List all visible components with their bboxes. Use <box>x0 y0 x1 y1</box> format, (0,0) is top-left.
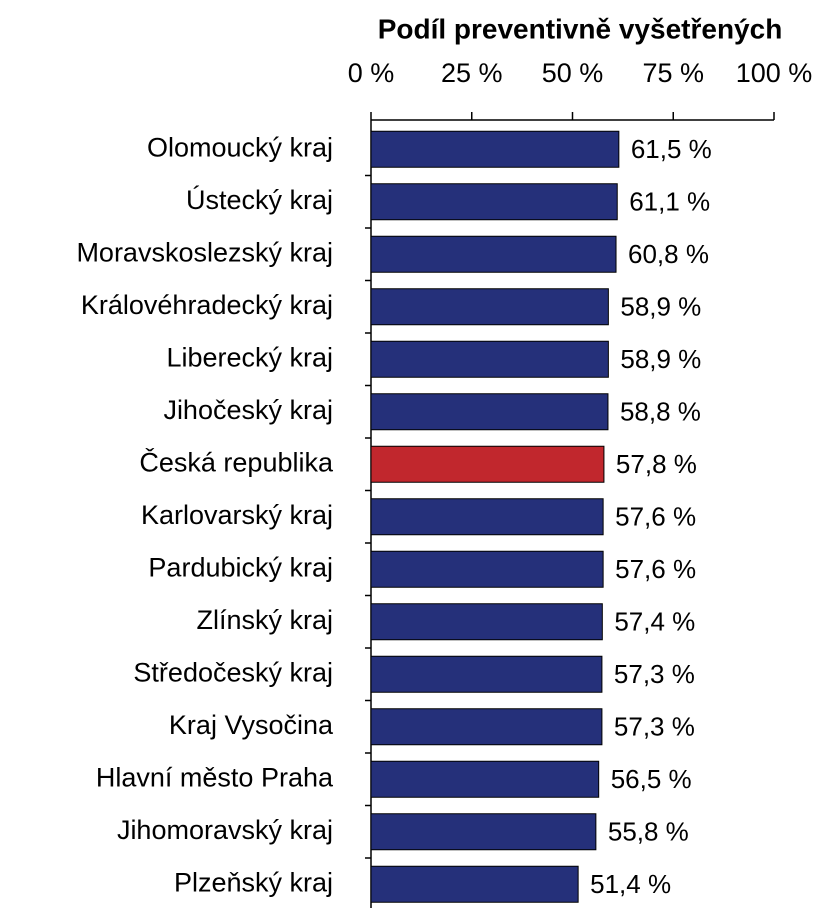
bar <box>370 865 579 903</box>
bar <box>370 655 603 693</box>
value-label: 57,4 % <box>614 607 695 637</box>
value-label: 58,9 % <box>620 292 701 322</box>
y-tick-label: Česká republika <box>139 446 334 477</box>
value-label: 57,6 % <box>615 502 696 532</box>
bar <box>370 603 603 641</box>
y-tick-label: Plzeňský kraj <box>174 867 333 897</box>
y-tick-label: Ústecký kraj <box>186 184 333 215</box>
chart-title: Podíl preventivně vyšetřených <box>378 13 783 44</box>
x-tick-label: 100 % <box>736 58 813 88</box>
value-label: 61,1 % <box>629 187 710 217</box>
y-tick-label: Karlovarský kraj <box>141 500 333 530</box>
y-tick-label: Jihočeský kraj <box>163 395 333 425</box>
bar <box>370 708 603 746</box>
y-tick-label: Pardubický kraj <box>148 552 333 582</box>
y-tick-label: Zlínský kraj <box>196 605 333 635</box>
bar <box>370 445 605 483</box>
y-tick-label: Moravskoslezský kraj <box>76 237 333 267</box>
value-label: 57,6 % <box>615 554 696 584</box>
bar <box>370 813 597 851</box>
value-label: 57,3 % <box>614 659 695 689</box>
y-tick-label: Olomoucký kraj <box>147 132 333 162</box>
y-tick-label: Královéhradecký kraj <box>81 290 333 320</box>
value-label: 55,8 % <box>608 817 689 847</box>
y-tick-label: Kraj Vysočina <box>169 710 334 740</box>
x-tick-label: 75 % <box>642 58 704 88</box>
value-label: 51,4 % <box>590 869 671 899</box>
y-tick-label: Hlavní město Praha <box>96 762 334 792</box>
bar <box>370 288 609 326</box>
bar <box>370 183 618 221</box>
bar <box>370 130 620 168</box>
bar <box>370 340 609 378</box>
value-label: 61,5 % <box>631 134 712 164</box>
bar <box>370 760 600 798</box>
x-tick-label: 25 % <box>441 58 503 88</box>
bar <box>370 393 609 431</box>
y-tick-label: Liberecký kraj <box>166 342 333 372</box>
y-tick-label: Jihomoravský kraj <box>117 815 333 845</box>
value-label: 57,3 % <box>614 712 695 742</box>
value-label: 58,9 % <box>620 344 701 374</box>
x-tick-label: 50 % <box>542 58 604 88</box>
bar <box>370 550 604 588</box>
value-label: 60,8 % <box>628 239 709 269</box>
value-label: 57,8 % <box>616 449 697 479</box>
x-tick-label: 0 % <box>348 58 395 88</box>
bar <box>370 498 604 536</box>
value-label: 58,8 % <box>620 397 701 427</box>
bar <box>370 235 617 273</box>
y-tick-label: Středočeský kraj <box>133 657 333 687</box>
value-label: 56,5 % <box>611 764 692 794</box>
